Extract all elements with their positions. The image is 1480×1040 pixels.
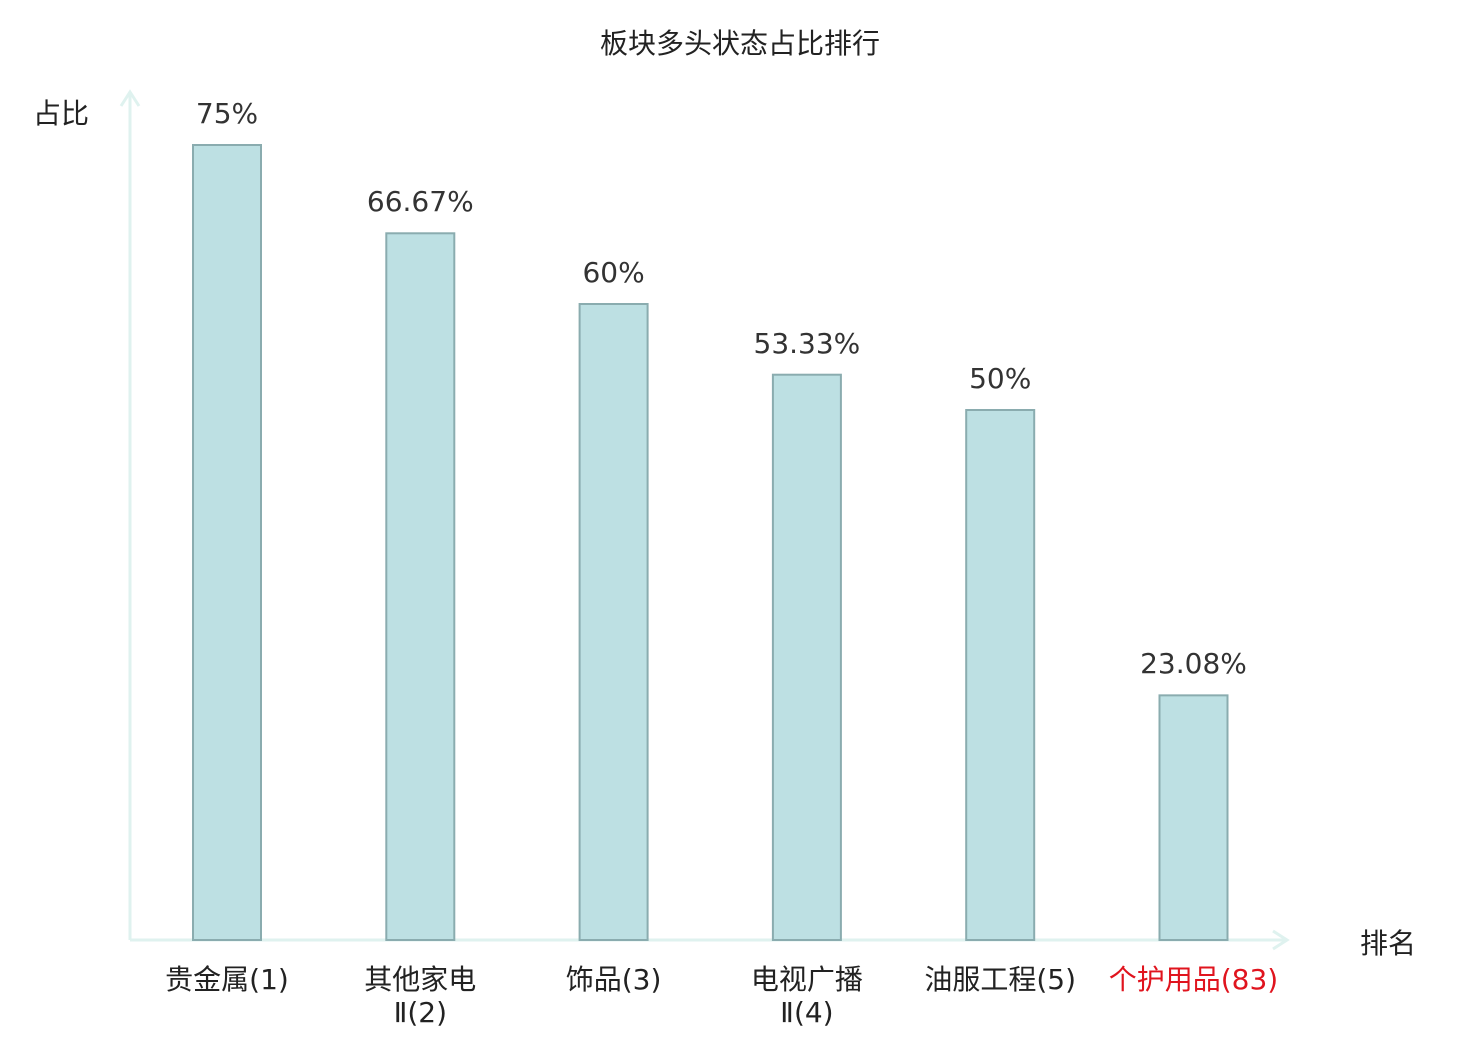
data-label: 66.67% bbox=[366, 185, 474, 219]
y-axis-arrow bbox=[119, 89, 141, 107]
x-axis-label: 排名 bbox=[1360, 927, 1417, 960]
bar bbox=[385, 232, 456, 942]
axes bbox=[119, 89, 1290, 951]
bar bbox=[965, 409, 1036, 941]
chart-title: 板块多头状态占比排行 bbox=[599, 27, 880, 60]
bar bbox=[192, 144, 262, 941]
category-label: 油服工程(5) bbox=[924, 963, 1077, 996]
data-label: 75% bbox=[195, 97, 259, 130]
category-label: 电视广播 Ⅱ(4) bbox=[750, 963, 863, 1029]
data-label: 23.08% bbox=[1140, 647, 1247, 681]
data-label: 50% bbox=[969, 362, 1032, 395]
category-label: 贵金属(1) bbox=[165, 963, 289, 996]
category-label: 个护用品(83) bbox=[1108, 963, 1279, 996]
bar bbox=[771, 373, 842, 941]
x-axis-arrow bbox=[1272, 929, 1290, 951]
data-label: 60% bbox=[582, 256, 645, 289]
data-label: 53.33% bbox=[753, 326, 861, 360]
y-axis-label: 占比 bbox=[33, 97, 90, 130]
bar bbox=[1158, 694, 1229, 941]
bar bbox=[578, 303, 649, 941]
category-label: 饰品(3) bbox=[565, 963, 662, 996]
bars bbox=[192, 144, 1229, 942]
category-label: 其他家电 Ⅱ(2) bbox=[364, 963, 477, 1029]
